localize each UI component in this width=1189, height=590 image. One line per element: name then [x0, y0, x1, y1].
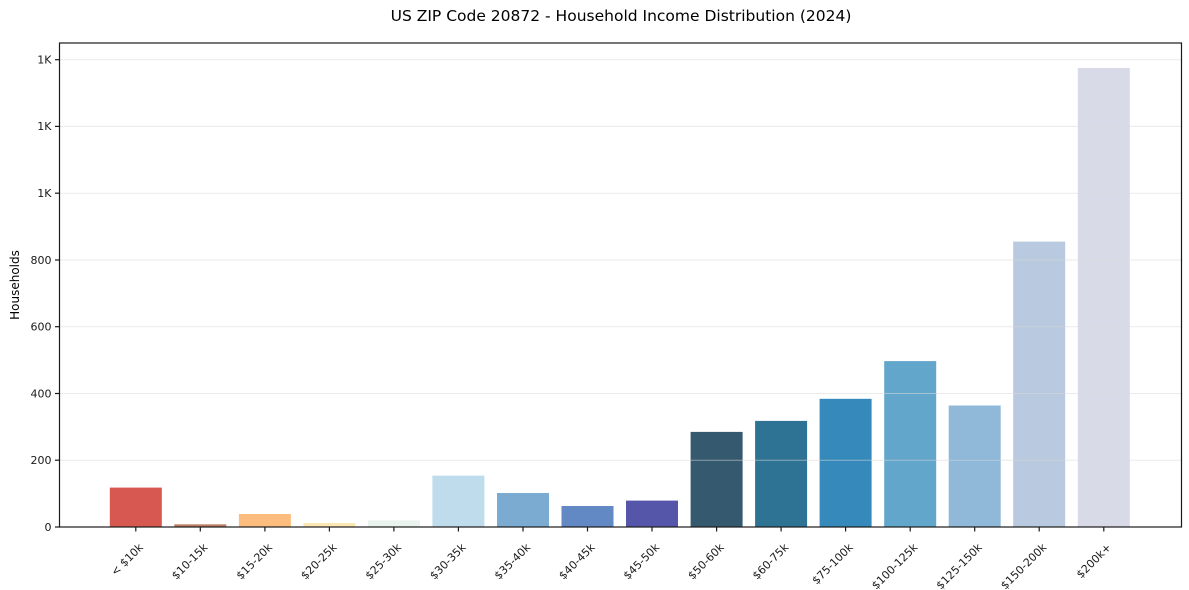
bar — [755, 420, 808, 527]
y-tick-label: 1K — [37, 120, 52, 133]
y-tick-label: 600 — [31, 321, 52, 334]
bar — [174, 524, 227, 527]
bar — [690, 431, 743, 527]
x-tick-label: < $10k — [108, 540, 146, 578]
x-tick-label: $35-40k — [492, 540, 534, 582]
bar — [497, 493, 549, 527]
x-tick-label: $45-50k — [621, 540, 663, 582]
y-tick-label: 800 — [31, 254, 52, 267]
bar — [819, 398, 872, 527]
bar — [561, 506, 614, 527]
y-tick-label: 1K — [37, 187, 52, 200]
y-tick-label: 200 — [31, 454, 52, 467]
x-tick-label: $125-150k — [934, 540, 986, 590]
x-tick-label: $40-45k — [556, 540, 598, 582]
chart-title: US ZIP Code 20872 - Household Income Dis… — [390, 7, 852, 25]
bar — [367, 520, 420, 527]
bar — [303, 523, 356, 527]
x-tick-label: $50-60k — [685, 540, 727, 582]
y-tick-label: 1K — [37, 54, 52, 67]
bar — [238, 514, 291, 527]
x-tick-label: $60-75k — [750, 540, 792, 582]
bar — [1077, 68, 1130, 527]
x-tick-label: $75-100k — [810, 540, 857, 587]
x-tick-label: $15-20k — [234, 540, 276, 582]
x-tick-label: $30-35k — [427, 540, 469, 582]
x-tick-label: $20-25k — [298, 540, 340, 582]
x-tick-label: $200k+ — [1074, 541, 1114, 581]
bar — [109, 487, 162, 527]
x-tick-label: $10-15k — [169, 540, 211, 582]
bar — [948, 405, 1001, 527]
x-tick-label: $100-125k — [869, 540, 921, 590]
y-tick-label: 0 — [45, 521, 52, 534]
bar — [1013, 241, 1066, 527]
bar — [626, 500, 678, 527]
x-tick-label: $150-200k — [998, 540, 1050, 590]
y-tick-label: 400 — [31, 387, 52, 400]
bar — [432, 475, 485, 527]
plot-frame — [58, 42, 1183, 528]
bar — [884, 361, 937, 527]
x-tick-label: $25-30k — [363, 540, 405, 582]
